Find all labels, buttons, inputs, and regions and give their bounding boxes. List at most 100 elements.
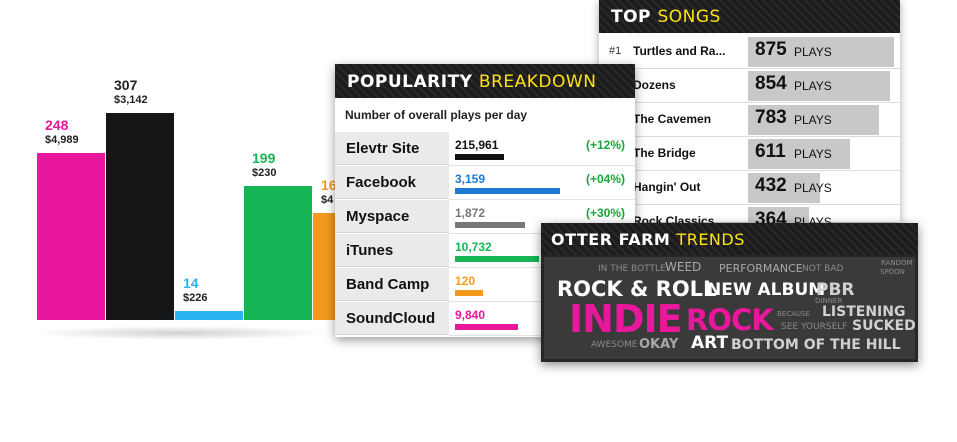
popularity-row[interactable]: Myspace 1,872 (+30%): [335, 200, 635, 234]
revenue-bar-amount-label: $4,989: [45, 134, 79, 146]
song-row[interactable]: The Bridge 611 PLAYS: [599, 137, 900, 171]
source-change-percent: (+04%): [585, 172, 625, 186]
trend-word[interactable]: SUCKED: [852, 318, 916, 334]
popularity-title-accent: BREAKDOWN: [478, 72, 597, 92]
source-plays-bar: [455, 256, 539, 262]
top-songs-header: TOP SONGS: [599, 0, 900, 33]
popularity-title: POPULARITY: [347, 72, 473, 92]
trend-word[interactable]: BECAUSE: [777, 310, 810, 318]
source-name: Myspace: [335, 200, 449, 233]
trend-word[interactable]: IN THE BOTTLE: [598, 264, 666, 274]
trend-word[interactable]: ROCK & ROLL: [557, 277, 717, 301]
song-plays-count: 611: [755, 141, 786, 162]
popularity-row[interactable]: Facebook 3,159 (+04%): [335, 166, 635, 200]
source-name: Elevtr Site: [335, 132, 449, 165]
song-plays-unit: PLAYS: [794, 147, 832, 161]
song-plays-unit: PLAYS: [794, 113, 832, 127]
chart-floor-shadow: [30, 326, 330, 340]
plays-revenue-bar-chart: 248 $4,989 307 $3,142 14 $226 199 $230 16 $4: [0, 0, 381, 360]
source-plays-bar: [455, 290, 483, 296]
source-plays-value: 3,159: [455, 172, 486, 186]
song-plays-unit: PLAYS: [794, 181, 832, 195]
trend-word[interactable]: INDIE: [569, 297, 683, 341]
song-title: Turtles and Ra...: [633, 44, 726, 58]
source-plays-value: 9,840: [455, 308, 486, 322]
popularity-row[interactable]: SoundCloud 9,840: [335, 302, 635, 336]
trend-word[interactable]: SEE YOURSELF: [781, 322, 848, 332]
row-divider: [449, 199, 635, 200]
trends-panel: OTTER FARM TRENDS IN THE BOTTLE WEED PERFO…: [541, 223, 918, 362]
source-name: Facebook: [335, 166, 449, 199]
song-plays-count: 783: [755, 107, 787, 128]
revenue-bar-plays-label: 307: [114, 77, 138, 93]
revenue-bar-amount-label: $230: [252, 167, 277, 179]
trend-word[interactable]: PERFORMANCE: [719, 262, 803, 275]
trend-word[interactable]: SPOON: [880, 268, 905, 276]
trend-word[interactable]: ART: [691, 333, 729, 353]
song-plays-unit: PLAYS: [794, 79, 832, 93]
source-name: Band Camp: [335, 268, 449, 301]
song-rank: #1: [609, 45, 622, 57]
trend-word[interactable]: NEW ALBUM: [707, 280, 826, 300]
trend-word[interactable]: ROCK: [686, 303, 774, 337]
top-songs-panel: TOP SONGS #1 Turtles and Ra... 875 PLAYS Doz…: [599, 0, 900, 239]
revenue-bar-plays-label: 16: [321, 177, 337, 193]
song-plays-unit: PLAYS: [794, 45, 832, 59]
song-plays-count: 854: [755, 73, 787, 94]
popularity-header: POPULARITY BREAKDOWN: [335, 64, 635, 98]
trend-word[interactable]: WEED: [665, 260, 702, 274]
trend-word[interactable]: OKAY: [639, 337, 679, 352]
song-plays-bar: [748, 71, 890, 101]
popularity-breakdown-panel: POPULARITY BREAKDOWN Number of overall p…: [335, 64, 635, 337]
popularity-row[interactable]: iTunes 10,732: [335, 234, 635, 268]
revenue-bar-amount-label: $4: [321, 194, 334, 206]
song-row[interactable]: Dozens 854 PLAYS: [599, 69, 900, 103]
revenue-bar-amount-label: $226: [183, 292, 208, 304]
song-plays-bar: [748, 37, 894, 67]
trend-word[interactable]: DINNER: [815, 297, 843, 305]
row-divider: [449, 165, 635, 166]
revenue-bar-plays-label: 248: [45, 117, 69, 133]
trend-word[interactable]: BOTTOM OF THE HILL: [731, 337, 901, 353]
source-plays-value: 120: [455, 274, 476, 288]
revenue-bar-amount-label: $3,142: [114, 94, 148, 106]
trends-title-accent: TRENDS: [676, 230, 745, 249]
source-plays-bar: [455, 324, 518, 330]
popularity-row[interactable]: Elevtr Site 215,961 (+12%): [335, 132, 635, 166]
source-change-percent: (+30%): [585, 206, 625, 220]
source-change-percent: (+12%): [585, 138, 625, 152]
revenue-bar: [175, 311, 243, 320]
trend-word[interactable]: PBR: [816, 280, 855, 300]
song-title: Hangin' Out: [633, 180, 701, 194]
trend-word[interactable]: LISTENING: [822, 304, 906, 320]
source-plays-bar: [455, 222, 525, 228]
song-plays-bar: [748, 173, 820, 203]
song-plays-count: 432: [755, 175, 787, 196]
trend-word[interactable]: AWESOME: [591, 340, 638, 350]
trend-word[interactable]: NOT BAD: [802, 264, 844, 274]
source-plays-bar: [455, 188, 560, 194]
song-plays-count: 875: [755, 39, 787, 60]
source-name: SoundCloud: [335, 302, 449, 335]
source-plays-value: 1,872: [455, 206, 486, 220]
song-title: Dozens: [633, 78, 676, 92]
song-row[interactable]: The Cavemen 783 PLAYS: [599, 103, 900, 137]
song-title: The Bridge: [633, 146, 696, 160]
song-row[interactable]: Hangin' Out 432 PLAYS: [599, 171, 900, 205]
song-row[interactable]: #1 Turtles and Ra... 875 PLAYS: [599, 35, 900, 69]
song-plays-bar: [748, 139, 850, 169]
trends-word-cloud: IN THE BOTTLE WEED PERFORMANCE NOT BAD RANDO…: [544, 257, 916, 359]
revenue-bar: [37, 153, 105, 320]
revenue-bar-plays-label: 14: [183, 275, 199, 291]
trends-title: OTTER FARM: [551, 230, 671, 249]
source-plays-bar: [455, 154, 504, 160]
source-plays-value: 215,961: [455, 138, 499, 152]
trends-header: OTTER FARM TRENDS: [541, 223, 918, 255]
source-plays-value: 10,732: [455, 240, 492, 254]
song-plays-bar: [748, 105, 879, 135]
popularity-subtitle: Number of overall plays per day: [345, 108, 528, 122]
top-songs-title-accent: SONGS: [657, 7, 721, 27]
source-name: iTunes: [335, 234, 449, 267]
revenue-bar-plays-label: 199: [252, 150, 276, 166]
trend-word[interactable]: RANDOM: [881, 259, 913, 267]
